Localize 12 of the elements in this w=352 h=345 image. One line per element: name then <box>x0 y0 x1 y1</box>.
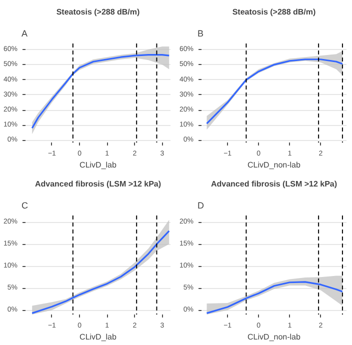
x-axis-title: CLivD_lab <box>80 332 118 342</box>
chart-title: Steatosis (>288 dB/m) <box>232 8 316 16</box>
text: A <box>22 28 28 38</box>
chart-title: Steatosis (>288 dB/m) <box>56 8 140 16</box>
x-axis-title: CLivD_lab <box>80 160 118 170</box>
text: B <box>198 28 204 38</box>
text: D <box>198 200 204 210</box>
x-axis-title: CLivD_non-lab <box>248 160 302 170</box>
chart-title: Advanced fibrosis (LSM >12 kPa) <box>210 180 338 188</box>
chart-title: Advanced fibrosis (LSM >12 kPa) <box>34 180 162 188</box>
text: C <box>22 200 28 210</box>
x-axis-title: CLivD_non-lab <box>248 332 302 342</box>
